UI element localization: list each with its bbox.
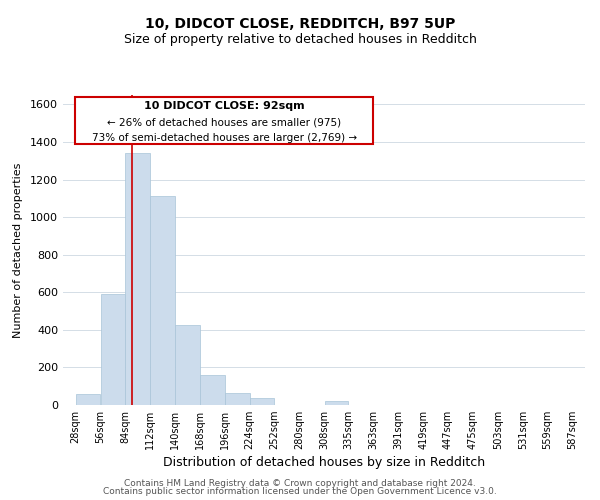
Text: 10 DIDCOT CLOSE: 92sqm: 10 DIDCOT CLOSE: 92sqm — [144, 102, 305, 112]
Bar — [200, 375, 224, 405]
Bar — [125, 153, 150, 405]
Text: ← 26% of detached houses are smaller (975): ← 26% of detached houses are smaller (97… — [107, 118, 341, 128]
X-axis label: Distribution of detached houses by size in Redditch: Distribution of detached houses by size … — [163, 456, 485, 469]
Bar — [325, 401, 348, 405]
Text: Contains public sector information licensed under the Open Government Licence v3: Contains public sector information licen… — [103, 487, 497, 496]
Text: Size of property relative to detached houses in Redditch: Size of property relative to detached ho… — [124, 32, 476, 46]
Bar — [76, 394, 100, 405]
Y-axis label: Number of detached properties: Number of detached properties — [13, 162, 23, 338]
Bar — [175, 325, 200, 405]
Bar — [250, 398, 274, 405]
Text: 73% of semi-detached houses are larger (2,769) →: 73% of semi-detached houses are larger (… — [92, 134, 357, 143]
Text: 10, DIDCOT CLOSE, REDDITCH, B97 5UP: 10, DIDCOT CLOSE, REDDITCH, B97 5UP — [145, 18, 455, 32]
Bar — [151, 196, 175, 405]
Bar — [101, 294, 125, 405]
Bar — [225, 393, 250, 405]
FancyBboxPatch shape — [76, 97, 373, 144]
Text: Contains HM Land Registry data © Crown copyright and database right 2024.: Contains HM Land Registry data © Crown c… — [124, 478, 476, 488]
